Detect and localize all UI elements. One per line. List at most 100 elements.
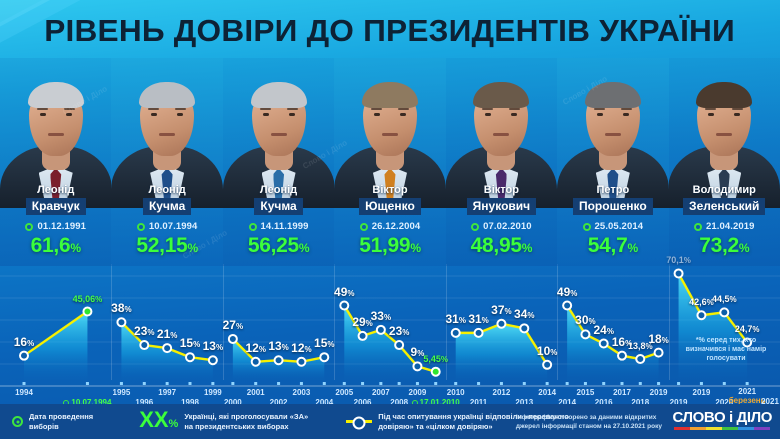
president-card[interactable]: Віктор Ющенко 26.12.2004 51,99% (334, 58, 446, 266)
data-point-marker[interactable] (82, 306, 93, 317)
brand-logo-bar (674, 427, 771, 430)
data-point-marker[interactable] (496, 318, 507, 329)
percent-sign: % (481, 315, 489, 325)
data-point-marker[interactable] (357, 330, 368, 341)
president-election-date: 21.04.2019 (675, 221, 774, 232)
president-card[interactable]: Петро Порошенко 25.05.2014 54,7% (557, 58, 669, 266)
vote-result-value: 51,99 (359, 234, 411, 257)
data-point-marker[interactable] (719, 307, 730, 318)
percent-sign: % (347, 288, 355, 298)
percent-sign: % (281, 343, 289, 353)
data-point-marker[interactable] (412, 361, 423, 372)
panel-separator (222, 264, 224, 380)
tie-shape (495, 168, 507, 208)
data-point-marker[interactable] (185, 352, 195, 363)
president-nameplate: Леонід Кучма 10.07.1994 52,15% (117, 184, 216, 260)
data-point-marker[interactable] (696, 310, 707, 321)
data-point-marker[interactable] (598, 338, 609, 349)
president-last-name: Кравчук (25, 198, 86, 215)
president-election-date: 10.07.1994 (117, 221, 216, 232)
mouth-shape (159, 133, 176, 136)
x-axis-label-text: 2019 (692, 388, 711, 397)
x-axis-label: 2017 (613, 388, 631, 397)
brow-left (148, 107, 160, 110)
data-point-marker[interactable] (635, 354, 646, 365)
percent-sign: % (258, 344, 266, 354)
data-point-value: 23 (134, 324, 148, 339)
x-axis-label: 1994 (15, 388, 33, 397)
data-point-marker[interactable] (430, 366, 441, 377)
brow-right (63, 107, 75, 110)
president-card[interactable]: Леонід Кучма 14.11.1999 56,25% (222, 58, 335, 266)
x-axis-label-text: 2021 (738, 387, 757, 396)
x-axis-label: 1997 (158, 388, 176, 397)
x-axis-label-text: 2005 (335, 388, 354, 397)
data-point-marker[interactable] (116, 317, 127, 328)
president-card[interactable]: Віктор Янукович 07.02.2010 48,95% (445, 58, 558, 266)
president-portrait (668, 58, 780, 208)
data-point-marker[interactable] (580, 329, 591, 340)
data-point-marker[interactable] (450, 327, 461, 338)
data-point-marker[interactable] (562, 300, 573, 311)
data-point-marker[interactable] (207, 355, 218, 366)
president-card[interactable]: Леонід Кучма 10.07.1994 52,15% (111, 58, 223, 266)
series-area (678, 273, 748, 380)
x-axis-label-text: 2010 (446, 388, 465, 397)
data-point-marker[interactable] (162, 343, 173, 354)
data-point-marker[interactable] (296, 356, 307, 367)
percent-sign: % (383, 312, 392, 322)
data-point-label: 37% (491, 303, 511, 318)
x-axis-label-text: 2014 (538, 388, 557, 397)
president-first-name: Петро (596, 184, 630, 196)
data-point-label: 29% (352, 315, 372, 330)
data-point-marker[interactable] (519, 323, 530, 334)
data-point-value: 44,5 (711, 294, 730, 305)
president-portrait (111, 58, 223, 208)
data-point-marker[interactable] (319, 352, 330, 363)
data-point-marker[interactable] (375, 324, 386, 335)
data-point-marker[interactable] (19, 350, 29, 361)
eye-right (288, 113, 295, 116)
data-point-marker[interactable] (273, 355, 284, 366)
green-ring-icon (136, 222, 145, 231)
data-point-label: 70,1% (666, 254, 691, 267)
data-point-marker[interactable] (542, 359, 553, 370)
legend-item-election-date: Дата проведення виборів (12, 412, 93, 431)
data-point-marker[interactable] (617, 350, 627, 361)
percent-sign: % (527, 311, 535, 321)
president-vote-result: 48,95% (452, 234, 551, 260)
data-point-marker[interactable] (139, 340, 150, 351)
brow-left (593, 107, 605, 110)
data-point-marker[interactable] (339, 300, 350, 311)
president-first-name: Володимир (692, 184, 756, 196)
president-card[interactable]: Леонід Кравчук 01.12.1991 61,6% (0, 58, 112, 266)
x-axis-label: 2001 (247, 388, 265, 397)
data-point-marker[interactable] (227, 333, 238, 344)
eye-right (65, 113, 72, 116)
x-axis-label: 2020 (715, 398, 733, 407)
president-portrait (222, 58, 335, 208)
percent-sign: % (124, 305, 132, 315)
president-first-name: Віктор (372, 184, 408, 196)
x-axis-label-text: 1996 (135, 398, 154, 407)
president-last-name: Янукович (466, 198, 537, 215)
x-axis-label-text: 2000 (223, 398, 242, 407)
data-point-value: 12 (291, 340, 305, 355)
data-point-marker[interactable] (473, 327, 484, 338)
data-point-marker[interactable] (742, 337, 753, 348)
data-point-marker[interactable] (653, 347, 664, 358)
president-card[interactable]: Володимир Зеленський 21.04.2019 73,2% (668, 58, 780, 266)
x-axis-tick (583, 382, 587, 385)
x-axis-label-text: 1997 (158, 388, 177, 397)
data-point-marker[interactable] (673, 268, 684, 279)
president-last-name: Зеленський (683, 198, 766, 215)
hair-shape (584, 82, 641, 108)
data-point-label: 34% (514, 308, 534, 322)
x-axis-label-text: 2002 (269, 398, 288, 407)
x-axis-label: 1998 (181, 398, 199, 407)
vote-result-suffix: % (410, 241, 421, 255)
data-point-marker[interactable] (250, 356, 261, 367)
data-point-marker[interactable] (394, 340, 405, 351)
brand-logo[interactable]: СЛОВО і ДІЛО (672, 410, 772, 430)
data-point-value: 9 (410, 345, 418, 360)
